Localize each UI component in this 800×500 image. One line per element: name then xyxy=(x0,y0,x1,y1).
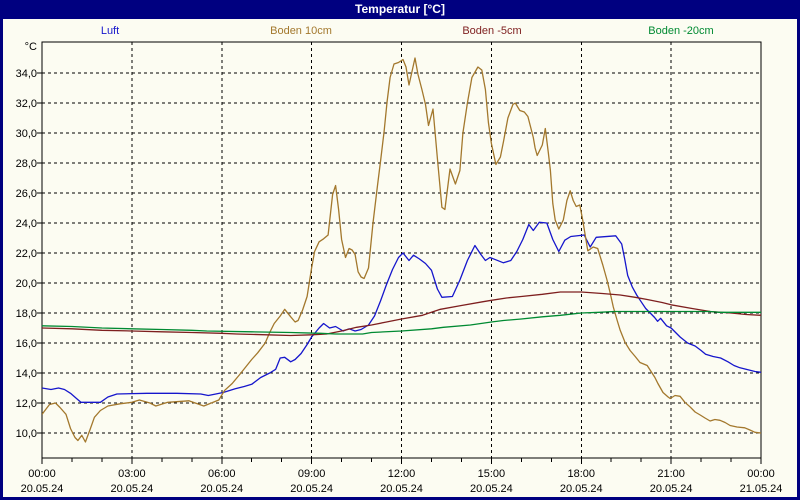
legend-item-luft: Luft xyxy=(100,25,120,37)
series-line-boden--5cm xyxy=(42,291,761,337)
y-tick-label: 10,0 xyxy=(16,428,37,440)
y-tick-label: 22,0 xyxy=(16,248,37,260)
series-line-boden--20cm xyxy=(42,310,761,335)
y-tick-label: 20,0 xyxy=(16,278,37,290)
x-tick-time: 03:00 xyxy=(118,468,146,480)
titlebar: Temperatur [°C] xyxy=(3,1,797,18)
y-tick-label: 12,0 xyxy=(16,398,37,410)
series-line-boden-10cm xyxy=(42,57,761,443)
x-tick-date: 21.05.24 xyxy=(740,483,783,495)
x-tick-time: 09:00 xyxy=(298,468,326,480)
page-title: Temperatur [°C] xyxy=(355,2,445,16)
x-tick-date: 20.05.24 xyxy=(110,483,153,495)
x-tick-date: 20.05.24 xyxy=(290,483,333,495)
y-axis-unit-label: °C xyxy=(25,41,37,53)
y-tick-label: 18,0 xyxy=(16,308,37,320)
x-tick-time: 12:00 xyxy=(388,468,416,480)
x-tick-date: 20.05.24 xyxy=(650,483,693,495)
x-tick-date: 20.05.24 xyxy=(560,483,603,495)
legend-item-boden-minus20cm: Boden -20cm xyxy=(648,25,714,37)
x-tick-time: 18:00 xyxy=(567,468,595,480)
x-tick-date: 20.05.24 xyxy=(200,483,243,495)
y-tick-label: 34,0 xyxy=(16,68,37,80)
y-tick-label: 28,0 xyxy=(16,158,37,170)
x-tick-time: 21:00 xyxy=(657,468,685,480)
legend-item-boden-10cm: Boden 10cm xyxy=(270,25,332,37)
legend-item-boden-minus5cm: Boden -5cm xyxy=(462,25,522,37)
x-tick-date: 20.05.24 xyxy=(380,483,423,495)
y-tick-label: 16,0 xyxy=(16,338,37,350)
x-tick-time: 15:00 xyxy=(478,468,506,480)
x-tick-time: 06:00 xyxy=(208,468,236,480)
y-tick-label: 14,0 xyxy=(16,368,37,380)
x-tick-date: 20.05.24 xyxy=(470,483,513,495)
y-tick-label: 32,0 xyxy=(16,98,37,110)
y-tick-label: 30,0 xyxy=(16,128,37,140)
x-tick-time: 00:00 xyxy=(747,468,775,480)
x-tick-date: 20.05.24 xyxy=(21,483,64,495)
y-tick-label: 26,0 xyxy=(16,188,37,200)
y-tick-label: 24,0 xyxy=(16,218,37,230)
plot-border xyxy=(41,41,762,459)
x-tick-time: 00:00 xyxy=(28,468,56,480)
chart-panel xyxy=(3,19,797,497)
series-line-luft xyxy=(42,221,761,403)
